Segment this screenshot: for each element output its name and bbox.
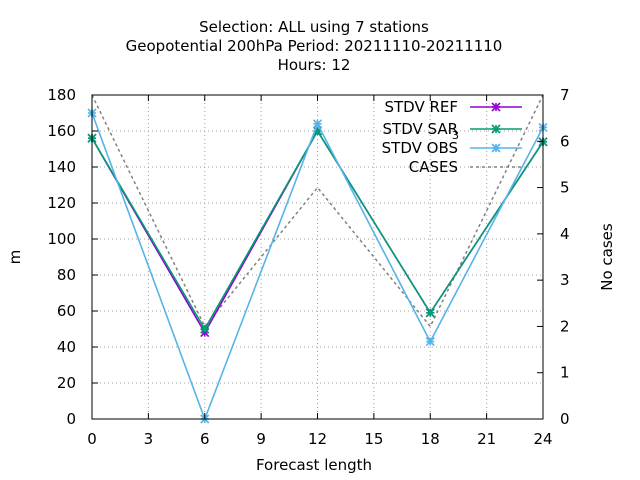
series-layer	[87, 94, 548, 424]
legend-item-stdv-obs: STDV OBS	[382, 139, 522, 157]
y2-tick-label: 0	[560, 410, 570, 428]
data-point-stdv-obs	[312, 119, 323, 129]
x-tick-label: 0	[87, 430, 97, 448]
legend-marker	[491, 143, 501, 153]
legend-label: CASES	[409, 158, 458, 176]
chart-title-line-3: Hours: 12	[278, 56, 351, 74]
y2-tick-label: 6	[560, 132, 570, 150]
legend-marker	[491, 102, 501, 112]
series-stdv-sar	[87, 126, 548, 334]
y-tick-label: 60	[57, 302, 76, 320]
data-point-stdv-obs	[425, 337, 435, 347]
x-tick-label: 6	[200, 430, 210, 448]
x-axis-label: Forecast length	[256, 456, 372, 474]
y2-tick-label: 3	[560, 271, 570, 289]
x-tick-label: 12	[308, 430, 327, 448]
y-tick-label: 40	[57, 338, 76, 356]
chart-title-line-2: Geopotential 200hPa Period: 20211110-202…	[126, 37, 503, 55]
legend-label: STDV OBS	[382, 139, 458, 157]
y2-axis-label: No cases	[598, 223, 616, 291]
y-tick-label: 80	[57, 266, 76, 284]
x-tick-label: 21	[477, 430, 496, 448]
y2-tick-label: 7	[560, 86, 570, 104]
y2-tick-label: 2	[560, 317, 570, 335]
legend-item-stdv-ref: STDV REF	[384, 98, 522, 116]
y-tick-label: 160	[47, 122, 76, 140]
x-tick-label: 24	[533, 430, 552, 448]
y-tick-label: 20	[57, 374, 76, 392]
legend-label: STDV SAR	[383, 120, 458, 138]
data-point-stdv-sar	[425, 308, 435, 318]
y2-tick-label: 1	[560, 364, 570, 382]
x-tick-label: 9	[256, 430, 266, 448]
legend-subscript: 3	[452, 129, 459, 142]
y-tick-label: 180	[47, 86, 76, 104]
x-tick-label: 3	[144, 430, 154, 448]
data-point-stdv-sar	[200, 324, 210, 334]
y-tick-label: 100	[47, 230, 76, 248]
y-tick-label: 120	[47, 194, 76, 212]
y-axis-label: m	[6, 250, 24, 265]
chart-title-line-1: Selection: ALL using 7 stations	[199, 18, 429, 36]
y2-tick-label: 4	[560, 225, 570, 243]
y-tick-label: 0	[66, 410, 76, 428]
x-tick-label: 18	[421, 430, 440, 448]
y2-tick-label: 5	[560, 179, 570, 197]
ticks: 0 3 6 9 12 15 18 21 2402040608010012014016018001…	[47, 86, 569, 448]
legend-marker	[491, 124, 501, 134]
series-line-stdv-obs	[91, 112, 544, 422]
y-tick-label: 140	[47, 158, 76, 176]
legend-label: STDV REF	[384, 98, 458, 116]
legend-item-cases: CASES	[409, 158, 522, 176]
x-tick-label: 15	[364, 430, 383, 448]
